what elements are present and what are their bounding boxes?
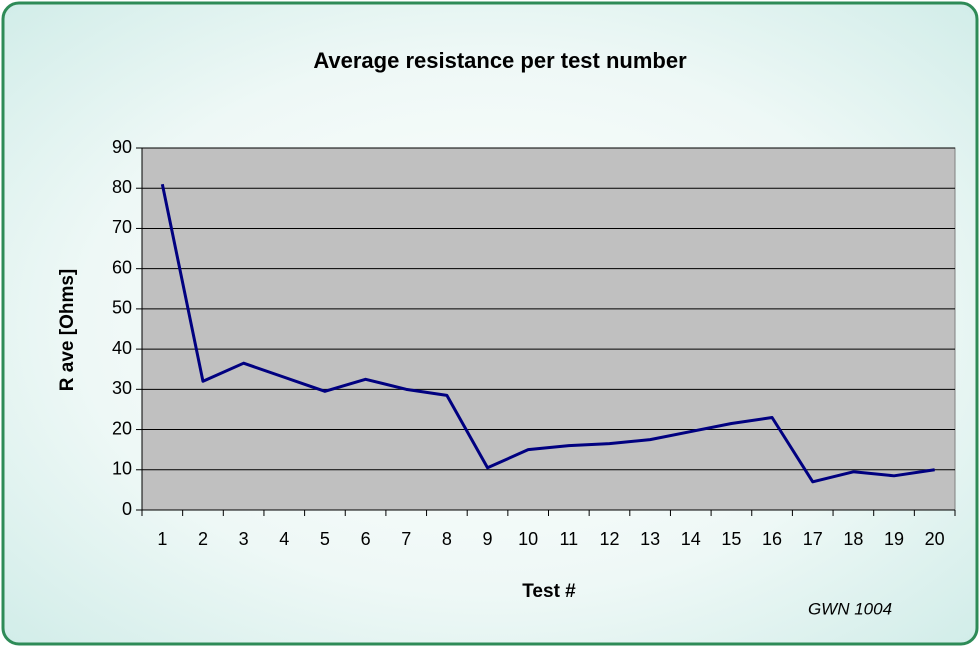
plot-area bbox=[141, 147, 956, 511]
y-tick-label: 10 bbox=[112, 459, 132, 479]
x-tick-label: 1 bbox=[157, 529, 167, 549]
x-tick-label: 2 bbox=[198, 529, 208, 549]
y-tick-label: 90 bbox=[112, 137, 132, 157]
x-tick-label: 12 bbox=[599, 529, 619, 549]
x-tick-label: 10 bbox=[518, 529, 538, 549]
x-tick-label: 6 bbox=[361, 529, 371, 549]
x-tick-label: 20 bbox=[925, 529, 945, 549]
y-tick-label: 60 bbox=[112, 257, 132, 277]
x-tick-label: 11 bbox=[559, 529, 578, 549]
y-axis-label: R ave [Ohms] bbox=[57, 269, 78, 391]
x-tick-label: 4 bbox=[279, 529, 289, 549]
data-line bbox=[160, 183, 935, 484]
x-tick-label: 5 bbox=[320, 529, 330, 549]
x-tick-label: 19 bbox=[884, 529, 904, 549]
x-tick-label: 7 bbox=[401, 529, 411, 549]
y-tick-label: 30 bbox=[112, 378, 132, 398]
x-tick-label: 17 bbox=[803, 529, 823, 549]
y-tick-label: 40 bbox=[112, 338, 132, 358]
y-tick-label: 50 bbox=[112, 298, 132, 318]
x-tick-label: 3 bbox=[239, 529, 249, 549]
x-tick-label: 15 bbox=[721, 529, 741, 549]
annotation: GWN 1004 bbox=[808, 599, 892, 618]
x-tick-label: 9 bbox=[483, 529, 493, 549]
x-tick-label: 8 bbox=[442, 529, 452, 549]
y-tick-label: 80 bbox=[112, 177, 132, 197]
y-tick-label: 0 bbox=[122, 499, 132, 519]
x-tick-label: 18 bbox=[843, 529, 863, 549]
x-tick-label: 14 bbox=[681, 529, 701, 549]
x-tick-label: 16 bbox=[762, 529, 782, 549]
y-tick-label: 70 bbox=[112, 217, 132, 237]
y-tick-label: 20 bbox=[112, 418, 132, 438]
x-axis-label: Test # bbox=[522, 581, 576, 602]
chart-title: Average resistance per test number bbox=[313, 48, 687, 73]
x-tick-label: 13 bbox=[640, 529, 660, 549]
